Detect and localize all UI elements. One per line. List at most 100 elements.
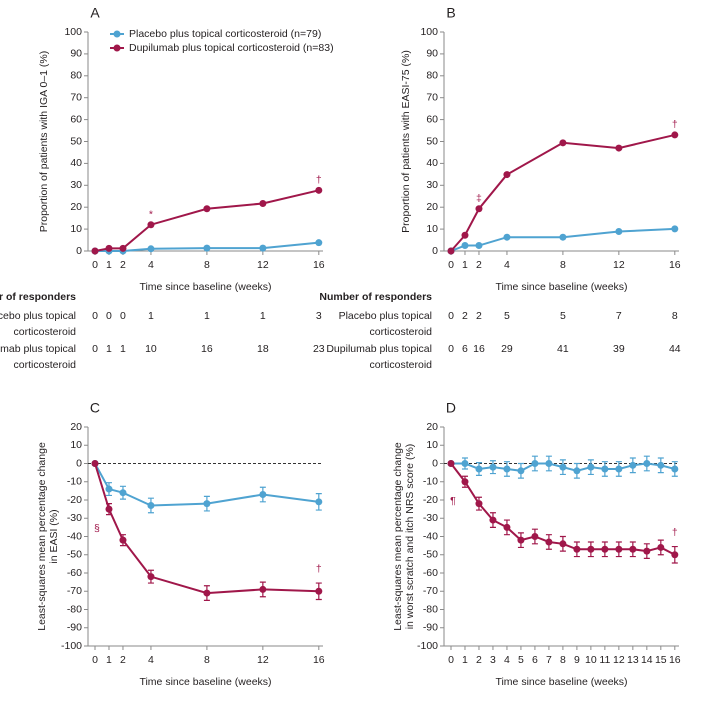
responder-count: 18	[257, 343, 269, 355]
x-tick-label: 7	[546, 654, 552, 666]
responder-count: 8	[672, 310, 678, 322]
responder-count: 0	[448, 343, 454, 355]
responder-count: 5	[504, 310, 510, 322]
data-point	[315, 186, 323, 194]
responder-count: 0	[92, 343, 98, 355]
x-tick-label: 5	[518, 654, 524, 666]
data-point	[475, 242, 483, 250]
y-tick-label: 90	[426, 48, 438, 60]
data-point	[587, 545, 595, 553]
x-tick-label: 4	[504, 654, 510, 666]
data-point	[545, 538, 553, 546]
y-tick-label: -30	[67, 512, 82, 524]
data-point	[587, 463, 595, 471]
data-point	[203, 244, 211, 252]
y-tick-label: 70	[70, 91, 82, 103]
legend-label: Dupilumab plus topical corticosteroid (n…	[129, 42, 334, 54]
y-tick-label: 0	[76, 457, 82, 469]
data-point	[503, 233, 511, 241]
y-tick-label: 0	[432, 457, 438, 469]
data-point	[461, 231, 469, 239]
responders-title: Number of responders	[319, 291, 432, 303]
y-tick-label: 80	[70, 70, 82, 82]
responder-count: 2	[476, 310, 482, 322]
x-axis-label: Time since baseline (weeks)	[139, 676, 271, 688]
y-tick-label: 10	[70, 223, 82, 235]
panel-label: A	[90, 5, 100, 21]
y-tick-label: 0	[432, 245, 438, 257]
y-tick-label: -70	[67, 585, 82, 597]
data-point	[671, 551, 679, 559]
x-tick-label: 1	[106, 654, 112, 666]
y-tick-label: -10	[423, 476, 438, 488]
y-axis-label: Proportion of patients with IGA 0–1 (%)	[38, 51, 50, 233]
x-axis-label: Time since baseline (weeks)	[495, 676, 627, 688]
responder-count: 1	[148, 310, 154, 322]
y-tick-label: 20	[70, 201, 82, 213]
y-tick-label: -50	[423, 549, 438, 561]
data-point	[503, 465, 511, 473]
x-tick-label: 2	[476, 654, 482, 666]
series-line	[94, 189, 320, 252]
y-tick-label: 100	[64, 26, 82, 38]
responder-count: 23	[313, 343, 325, 355]
series-line	[94, 463, 319, 595]
x-tick-label: 15	[655, 654, 667, 666]
data-point	[91, 460, 99, 467]
responder-count: 0	[106, 310, 112, 322]
row-label: corticosteroid	[14, 359, 77, 371]
data-point	[119, 244, 127, 252]
y-tick-label: 10	[426, 223, 438, 235]
y-axis-label: Proportion of patients with EASI-75 (%)	[400, 50, 412, 233]
data-point	[147, 221, 155, 229]
responder-count: 1	[260, 310, 266, 322]
data-point	[559, 540, 567, 548]
y-axis-label: in EASI (%)	[48, 509, 60, 563]
data-point	[601, 545, 609, 553]
data-point	[259, 491, 267, 499]
data-point	[147, 501, 155, 509]
y-tick-label: -60	[67, 567, 82, 579]
y-tick-label: -100	[417, 640, 438, 652]
x-tick-label: 9	[574, 654, 580, 666]
data-point	[461, 460, 469, 467]
y-tick-label: 60	[70, 113, 82, 125]
data-point	[447, 247, 455, 255]
data-point	[657, 461, 665, 469]
data-point	[119, 536, 127, 544]
data-point	[559, 139, 567, 147]
y-tick-label: 60	[426, 113, 438, 125]
y-tick-label: 30	[426, 179, 438, 191]
y-tick-label: 10	[426, 439, 438, 451]
y-tick-label: 100	[420, 26, 438, 38]
data-point	[489, 516, 497, 524]
row-label: Dupilumab plus topical	[0, 343, 76, 355]
data-point	[545, 460, 553, 467]
data-point	[573, 467, 581, 475]
x-tick-label: 3	[490, 654, 496, 666]
data-point	[615, 228, 623, 236]
y-tick-label: 20	[70, 421, 82, 433]
data-point	[489, 463, 497, 471]
y-tick-label: -10	[67, 476, 82, 488]
data-point	[671, 465, 679, 473]
x-tick-label: 4	[148, 259, 154, 271]
data-point	[517, 536, 525, 544]
annotation: †	[316, 563, 322, 575]
y-tick-label: -40	[423, 530, 438, 542]
series-line	[450, 133, 676, 252]
responder-count: 0	[92, 310, 98, 322]
data-point	[559, 233, 567, 241]
responder-count: 5	[560, 310, 566, 322]
annotation: ‡	[476, 193, 482, 205]
data-point	[475, 205, 483, 213]
x-tick-label: 1	[106, 259, 112, 271]
data-point	[475, 500, 483, 508]
y-tick-label: -20	[67, 494, 82, 506]
row-label: Dupilumab plus topical	[326, 343, 432, 355]
data-point	[657, 543, 665, 551]
x-tick-label: 4	[148, 654, 154, 666]
data-point	[615, 545, 623, 553]
panel-label: C	[90, 400, 100, 416]
x-tick-label: 11	[599, 654, 610, 666]
